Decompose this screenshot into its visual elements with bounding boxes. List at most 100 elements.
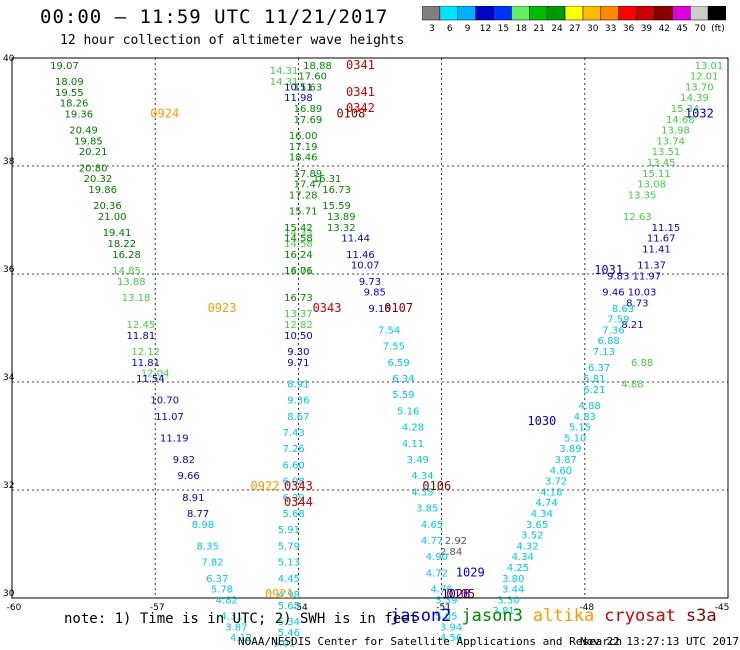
wave-height-point: 20.32	[84, 174, 113, 185]
wave-height-point: 2.84	[440, 547, 462, 558]
wave-height-point: 12.63	[623, 212, 652, 223]
wave-height-point: 17.69	[294, 115, 323, 126]
wave-height-point: 16.31	[313, 174, 342, 185]
wave-height-point: 11.19	[160, 433, 189, 444]
wave-height-point: 18.09	[55, 77, 84, 88]
pass-label: 1032	[685, 106, 714, 120]
wave-height-point: 14.71	[284, 266, 313, 277]
wave-height-point: 4.82	[216, 595, 238, 606]
pass-label: 0108	[336, 106, 365, 120]
wave-height-point: 3.94	[440, 622, 462, 633]
wave-height-point: 11.15	[652, 223, 681, 234]
colorbar-label: 18	[516, 24, 528, 32]
pass-label: 0107	[384, 301, 413, 315]
wave-height-point: 9.30	[287, 347, 309, 358]
x-tick-label: -51	[436, 603, 451, 613]
wave-height-point: 4.74	[535, 498, 557, 509]
colorbar-label: 27	[569, 24, 580, 32]
wave-height-point: 5.65	[278, 601, 300, 612]
colorbar-label: 12	[480, 24, 491, 32]
wave-height-point: 16.73	[284, 293, 313, 304]
wave-height-point: 3.87	[555, 455, 577, 466]
wave-height-point: 17.60	[298, 72, 327, 83]
wave-height-point: 4.60	[550, 466, 572, 477]
wave-height-point: 5.16	[397, 406, 419, 417]
wave-height-point: 5.10	[564, 433, 586, 444]
wave-height-point: 11.67	[647, 234, 676, 245]
pass-label: 1031	[594, 263, 623, 277]
generation-timestamp: Nov 22 13:27:13 UTC 2017	[580, 635, 739, 648]
wave-height-point: 3.81	[493, 606, 515, 617]
wave-height-point: 4.65	[421, 520, 443, 531]
y-tick-label: 38	[3, 157, 15, 167]
chart-subtitle: 12 hour collection of altimeter wave hei…	[60, 33, 405, 48]
wave-height-point: 4.12	[230, 633, 252, 644]
wave-height-point: 11.44	[341, 234, 370, 245]
wave-height-point: 10.03	[628, 288, 657, 299]
wave-height-point: 9.71	[287, 358, 309, 369]
y-tick-label: 40	[3, 54, 15, 64]
wave-height-point: 15.11	[642, 169, 671, 180]
y-tick-label: 32	[3, 481, 14, 491]
wave-height-point: 16.24	[284, 250, 313, 261]
wave-height-point: 4.88	[578, 401, 600, 412]
wave-height-point: 6.34	[392, 374, 414, 385]
wave-height-point: 3.80	[502, 574, 524, 585]
wave-height-point: 4.98	[278, 590, 300, 601]
wave-height-point: 13.01	[695, 61, 724, 72]
wave-height-point: 9.82	[173, 455, 195, 466]
wave-height-point: 5.81	[583, 374, 605, 385]
wave-height-point: 13.74	[656, 136, 685, 147]
plot-frame	[11, 57, 729, 599]
wave-height-point: 3.85	[416, 504, 438, 515]
wave-height-point: 6.37	[206, 574, 228, 585]
x-tick-label: -45	[715, 603, 730, 613]
pass-label: 0923	[208, 301, 237, 315]
wave-height-point: 5.34	[278, 617, 300, 628]
wave-height-point: 20.36	[93, 201, 122, 212]
colorbar-label: 24	[551, 24, 563, 32]
wave-height-point: 3.44	[502, 585, 524, 596]
wave-height-point: 11.97	[633, 271, 662, 282]
wave-height-point: 19.36	[65, 109, 94, 120]
footer-note: note: 1) Time is in UTC; 2) SWH is in fe…	[64, 611, 419, 627]
wave-height-point: 15.42	[284, 223, 313, 234]
wave-height-point: 4.34	[512, 552, 534, 563]
wave-height-point: 11.37	[637, 261, 666, 272]
pass-label: 1029	[456, 565, 485, 579]
colorbar-label: 6	[447, 24, 453, 32]
wave-height-point: 13.45	[647, 158, 676, 169]
y-tick-label: 34	[3, 373, 15, 383]
colorbar-label: 9	[465, 24, 471, 32]
wave-height-point: 3.89	[559, 444, 581, 455]
pass-label: 1030	[527, 414, 556, 428]
wave-height-point: 19.55	[55, 88, 84, 99]
wave-height-point: 5.39	[435, 595, 457, 606]
wave-height-point: 5.59	[392, 390, 414, 401]
pass-label: 0921	[265, 587, 294, 601]
wave-height-point: 4.72	[426, 568, 448, 579]
wave-height-point: 16.00	[289, 131, 318, 142]
wave-height-point: 8.98	[192, 520, 214, 531]
legend-item-jason2: jason2	[390, 606, 452, 626]
wave-height-point: 6.88	[631, 358, 653, 369]
wave-height-point: 11.07	[155, 412, 184, 423]
wave-height-point: 7.82	[201, 558, 223, 569]
wave-height-point: 13.18	[122, 293, 151, 304]
y-tick-label: 30	[3, 589, 15, 599]
wave-height-point: 14.33	[284, 228, 313, 239]
wave-height-point: 19.86	[88, 185, 117, 196]
wave-height-point: 20.49	[69, 126, 98, 137]
pass-label: 0105	[446, 587, 475, 601]
wave-height-point: 5.13	[278, 558, 300, 569]
wave-height-point: 14.31	[270, 66, 299, 77]
wave-height-point: 9.46	[602, 288, 624, 299]
wave-height-point: 18.22	[107, 239, 136, 250]
wave-height-point: 7.54	[378, 325, 400, 336]
colorbar-label: 36	[623, 24, 635, 32]
wave-height-point: 12.01	[690, 72, 719, 83]
wave-height-point: 13.37	[284, 309, 313, 320]
wave-height-point: 7.55	[383, 342, 405, 353]
wave-height-point: 11.81	[131, 358, 160, 369]
